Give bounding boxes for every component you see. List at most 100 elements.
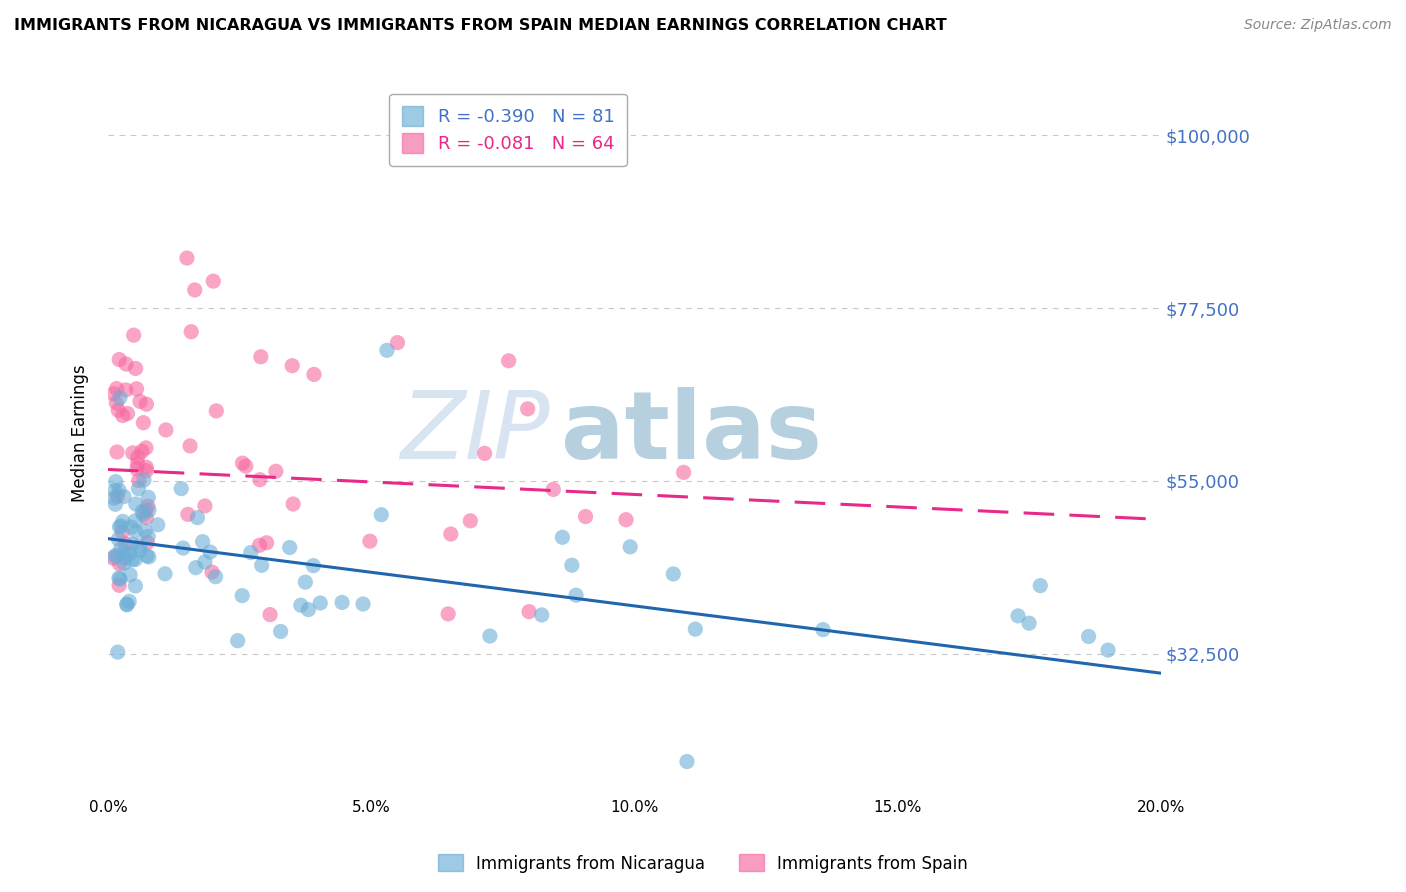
Point — [194, 499, 217, 513]
Point — [110, 542, 132, 557]
Point — [127, 457, 149, 471]
Point — [176, 251, 198, 265]
Point — [186, 510, 208, 524]
Point — [136, 491, 159, 505]
Point — [104, 497, 127, 511]
Point — [250, 558, 273, 573]
Point — [108, 571, 131, 585]
Point — [205, 404, 228, 418]
Point — [135, 510, 157, 524]
Point — [1097, 643, 1119, 657]
Point — [201, 565, 224, 579]
Point — [375, 343, 398, 358]
Point — [125, 382, 148, 396]
Text: ZIP: ZIP — [401, 387, 550, 478]
Point — [191, 534, 214, 549]
Point — [619, 540, 641, 554]
Point — [437, 607, 460, 621]
Point — [114, 544, 136, 558]
Point — [105, 549, 128, 563]
Point — [259, 607, 281, 622]
Point — [387, 335, 409, 350]
Text: atlas: atlas — [561, 387, 821, 479]
Point — [138, 503, 160, 517]
Point — [138, 549, 160, 564]
Point — [370, 508, 392, 522]
Point — [302, 368, 325, 382]
Point — [111, 409, 134, 423]
Point — [112, 490, 135, 504]
Point — [114, 550, 136, 565]
Point — [551, 530, 574, 544]
Point — [231, 456, 253, 470]
Point — [574, 509, 596, 524]
Point — [105, 396, 128, 410]
Point — [105, 382, 128, 396]
Point — [136, 499, 159, 513]
Point — [231, 589, 253, 603]
Point — [104, 475, 127, 489]
Point — [124, 514, 146, 528]
Point — [107, 645, 129, 659]
Point — [198, 545, 221, 559]
Point — [135, 464, 157, 478]
Y-axis label: Median Earnings: Median Earnings — [72, 364, 89, 502]
Point — [294, 575, 316, 590]
Point — [1077, 630, 1099, 644]
Point — [136, 535, 159, 549]
Point — [124, 361, 146, 376]
Point — [811, 623, 834, 637]
Point — [235, 459, 257, 474]
Point — [103, 551, 125, 566]
Point — [474, 446, 496, 460]
Point — [124, 524, 146, 539]
Point — [135, 397, 157, 411]
Point — [309, 596, 332, 610]
Point — [103, 491, 125, 506]
Point — [146, 517, 169, 532]
Point — [117, 407, 139, 421]
Point — [134, 524, 156, 538]
Point — [352, 597, 374, 611]
Point — [270, 624, 292, 639]
Point — [1007, 608, 1029, 623]
Point — [131, 505, 153, 519]
Point — [122, 328, 145, 343]
Point — [281, 359, 304, 373]
Point — [614, 513, 637, 527]
Point — [281, 497, 304, 511]
Point — [128, 539, 150, 553]
Point — [264, 464, 287, 478]
Text: IMMIGRANTS FROM NICARAGUA VS IMMIGRANTS FROM SPAIN MEDIAN EARNINGS CORRELATION C: IMMIGRANTS FROM NICARAGUA VS IMMIGRANTS … — [14, 18, 946, 33]
Point — [132, 473, 155, 487]
Point — [121, 553, 143, 567]
Point — [121, 520, 143, 534]
Point — [104, 483, 127, 498]
Point — [543, 483, 565, 497]
Point — [110, 519, 132, 533]
Point — [105, 445, 128, 459]
Point — [118, 547, 141, 561]
Point — [115, 598, 138, 612]
Point — [114, 537, 136, 551]
Point — [302, 558, 325, 573]
Point — [676, 755, 699, 769]
Legend: R = -0.390   N = 81, R = -0.081   N = 64: R = -0.390 N = 81, R = -0.081 N = 64 — [389, 94, 627, 166]
Point — [114, 383, 136, 397]
Point — [108, 572, 131, 586]
Point — [184, 560, 207, 574]
Point — [256, 535, 278, 549]
Point — [108, 391, 131, 405]
Point — [135, 503, 157, 517]
Point — [498, 353, 520, 368]
Point — [184, 283, 207, 297]
Point — [108, 520, 131, 534]
Point — [103, 386, 125, 401]
Point — [478, 629, 501, 643]
Point — [172, 541, 194, 555]
Point — [135, 441, 157, 455]
Point — [460, 514, 482, 528]
Point — [202, 274, 225, 288]
Point — [153, 566, 176, 581]
Point — [135, 549, 157, 563]
